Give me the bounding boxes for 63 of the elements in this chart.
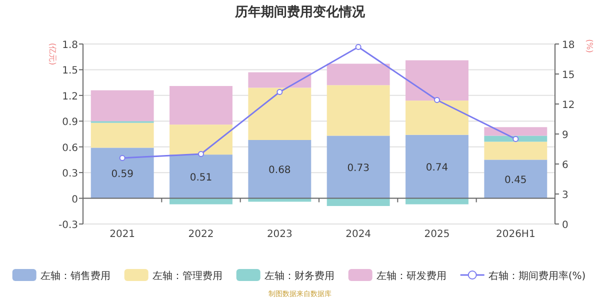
data-label: 0.74 [426, 162, 448, 174]
y2-tick-label: 15 [562, 70, 575, 81]
chart-title: 历年期间费用变化情况 [234, 4, 366, 20]
y-tick-label: -0.3 [58, 220, 78, 231]
y2-axis-title: (%) [585, 39, 594, 53]
y2-tick-label: 12 [562, 100, 575, 111]
legend-label: 左轴：财务费用 [264, 270, 334, 282]
bar [326, 136, 390, 198]
x-tick-label: 2025 [424, 229, 450, 240]
bar [406, 100, 468, 135]
y2-tick-label: 0 [562, 220, 568, 231]
point [512, 136, 519, 142]
data-label: 0.68 [268, 165, 291, 176]
y-tick-label: 0.6 [62, 142, 78, 154]
x-tick-label: 2022 [188, 229, 214, 240]
bar [484, 136, 548, 142]
data-label: 0.51 [190, 172, 212, 184]
bar [406, 198, 468, 204]
bar [484, 142, 548, 160]
bar [406, 60, 468, 101]
data-label: 0.59 [111, 169, 134, 180]
bar [170, 86, 232, 125]
y2-tick-label: 6 [562, 160, 568, 171]
bar [90, 148, 154, 198]
point [119, 155, 126, 161]
legend-label: 左轴：销售费用 [40, 270, 110, 282]
bar [90, 90, 154, 122]
bar [484, 127, 548, 136]
x-tick-label: 2026H1 [496, 229, 536, 240]
x-tick-label: 2023 [266, 229, 292, 240]
legend-label: 右轴：期间费用率(%) [488, 270, 586, 282]
point [434, 97, 440, 103]
y2-tick-label: 18 [562, 40, 575, 51]
bar [170, 198, 232, 204]
point [355, 44, 362, 50]
y-tick-label: 0.3 [62, 168, 78, 180]
y-tick-label: 1.2 [62, 91, 78, 102]
y-axis-title: (亿元) [48, 42, 57, 66]
bar [326, 198, 390, 206]
bar [406, 134, 468, 198]
bar [326, 64, 390, 86]
data-label: 0.45 [504, 175, 527, 186]
y-tick-label: 0 [72, 194, 78, 206]
bar [248, 72, 312, 88]
x-tick-label: 2024 [346, 229, 372, 240]
bar [170, 124, 232, 155]
y2-tick-label: 9 [562, 130, 568, 141]
legend-label: 左轴：管理费用 [152, 270, 222, 282]
bar [484, 160, 548, 198]
point [198, 151, 204, 157]
bar [90, 122, 154, 148]
point [276, 89, 283, 95]
data-label: 0.73 [347, 163, 370, 174]
bar [248, 88, 312, 140]
y2-tick-label: 3 [562, 190, 568, 201]
bar [170, 154, 232, 198]
bar [326, 85, 390, 136]
y-tick-label: 1.5 [62, 66, 78, 77]
y-tick-label: 1.8 [62, 40, 78, 51]
legend-label: 左轴：研发费用 [376, 270, 446, 282]
bar [248, 140, 312, 198]
x-tick-label: 2021 [110, 229, 136, 240]
y-tick-label: 0.9 [62, 117, 78, 128]
